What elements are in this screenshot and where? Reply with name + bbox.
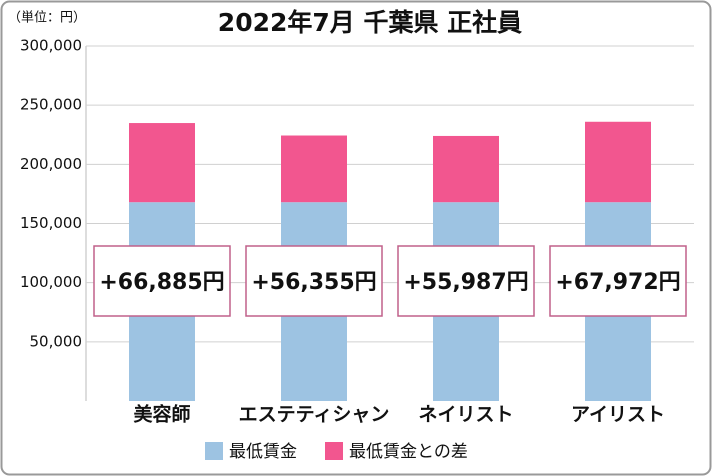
label-box xyxy=(93,245,231,317)
value-label: +66,885円 xyxy=(99,270,224,295)
x-tick-label: アイリスト xyxy=(571,404,665,426)
legend-label: 最低賃金との差 xyxy=(349,442,468,462)
y-tick-label: 50,000 xyxy=(30,332,83,350)
y-tick-label: 100,000 xyxy=(20,273,82,291)
legend-swatch xyxy=(325,442,343,460)
label-box xyxy=(549,245,687,317)
label-box xyxy=(397,245,535,317)
bar-segment xyxy=(281,135,347,203)
unit-note: （単位：円） xyxy=(8,10,86,26)
y-tick-label: 150,000 xyxy=(20,214,82,232)
x-tick-label: 美容師 xyxy=(133,403,190,426)
y-tick-label: 250,000 xyxy=(20,96,82,114)
bar-segment xyxy=(433,135,499,203)
x-tick-label: ネイリスト xyxy=(418,404,513,426)
bar-segment xyxy=(585,121,651,203)
y-tick-label: 300,000 xyxy=(20,37,82,55)
value-label: +56,355円 xyxy=(251,270,376,295)
value-label: +55,987円 xyxy=(403,270,528,295)
x-tick-label: エステティシャン xyxy=(239,404,390,426)
label-box xyxy=(245,245,383,317)
legend-swatch xyxy=(205,442,223,460)
y-tick-label: 200,000 xyxy=(20,155,82,173)
legend-label: 最低賃金 xyxy=(229,442,297,462)
value-label: +67,972円 xyxy=(555,270,680,295)
chart-title: 2022年7月 千葉県 正社員 xyxy=(218,8,522,37)
bar-segment xyxy=(129,123,195,203)
